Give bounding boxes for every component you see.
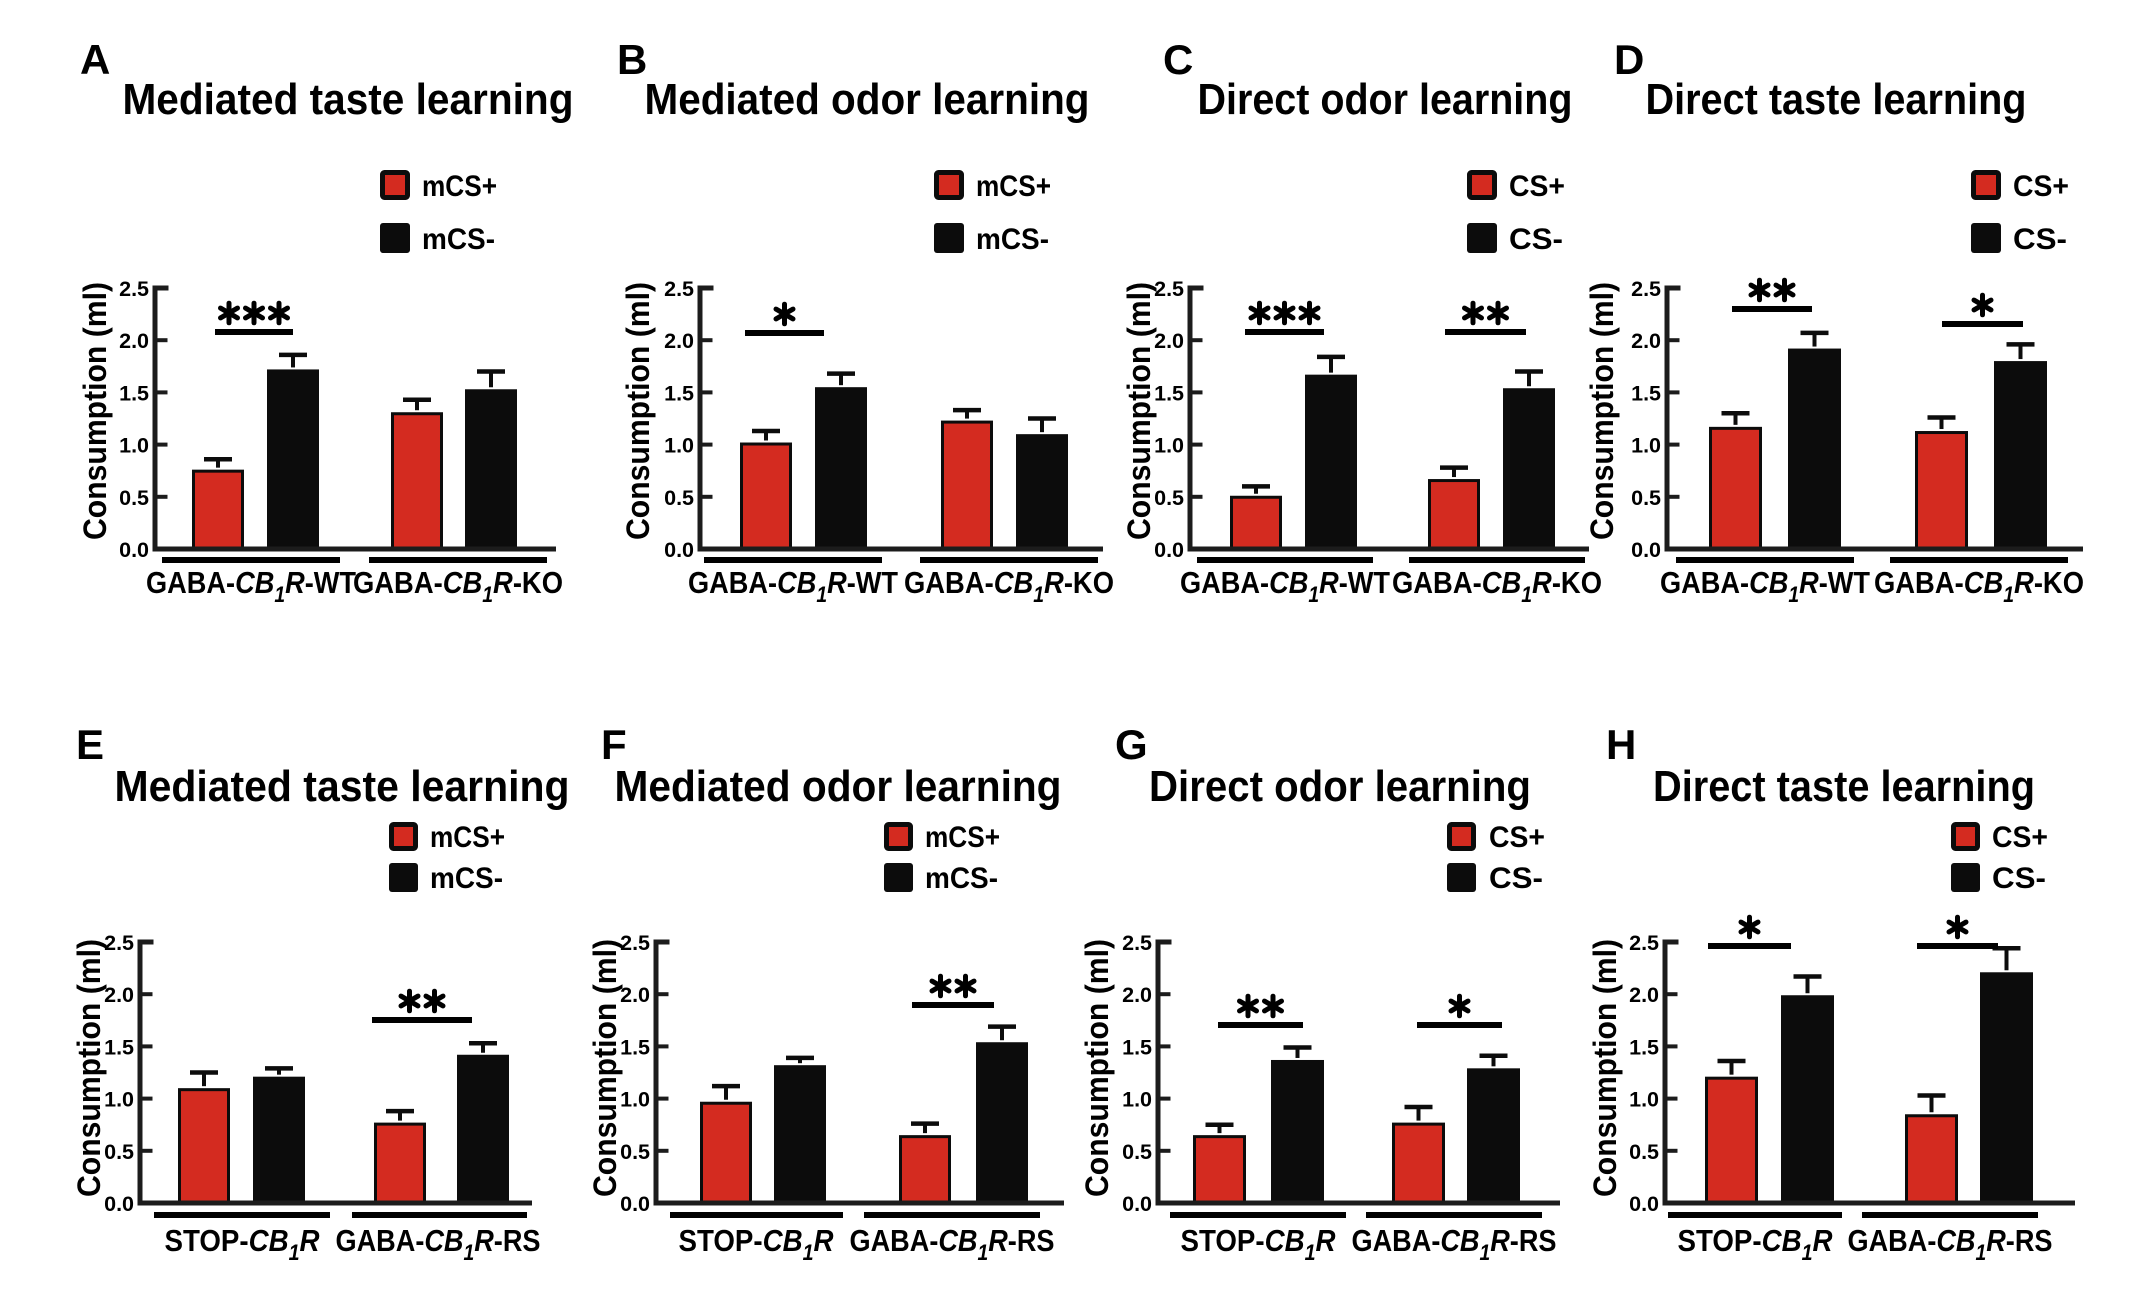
svg-text:mCS-: mCS-: [976, 223, 1049, 256]
svg-text:2.0: 2.0: [1631, 329, 1661, 353]
svg-text:B: B: [617, 36, 647, 83]
svg-text:D: D: [1614, 36, 1644, 83]
svg-text:Mediated taste learning: Mediated taste learning: [123, 75, 574, 124]
svg-text:mCS+: mCS+: [422, 170, 497, 203]
svg-text:F: F: [601, 721, 627, 768]
svg-text:Direct odor learning: Direct odor learning: [1198, 75, 1573, 124]
svg-text:2.5: 2.5: [620, 931, 650, 955]
svg-text:C: C: [1163, 36, 1193, 83]
svg-text:mCS+: mCS+: [925, 821, 1000, 854]
svg-text:2.5: 2.5: [1122, 931, 1152, 955]
svg-text:1.5: 1.5: [119, 381, 149, 405]
svg-text:0.5: 0.5: [119, 486, 149, 510]
svg-text:mCS-: mCS-: [422, 223, 495, 256]
svg-text:mCS-: mCS-: [430, 862, 503, 895]
svg-text:CS+: CS+: [2013, 170, 2069, 203]
svg-text:Consumption (ml): Consumption (ml): [1079, 939, 1115, 1197]
svg-text:0.0: 0.0: [620, 1192, 650, 1216]
svg-text:Mediated odor learning: Mediated odor learning: [615, 762, 1062, 811]
svg-text:0.5: 0.5: [1122, 1140, 1152, 1164]
svg-text:0.0: 0.0: [119, 538, 149, 562]
svg-text:0.5: 0.5: [1154, 486, 1184, 510]
svg-text:2.0: 2.0: [1122, 983, 1152, 1007]
svg-text:2.0: 2.0: [104, 983, 134, 1007]
svg-text:1.0: 1.0: [664, 434, 694, 458]
svg-text:1.5: 1.5: [1631, 381, 1661, 405]
svg-text:2.5: 2.5: [1629, 931, 1659, 955]
svg-text:Mediated odor learning: Mediated odor learning: [645, 75, 1090, 124]
svg-text:0.0: 0.0: [1629, 1192, 1659, 1216]
svg-text:CS-: CS-: [1489, 862, 1543, 895]
svg-text:0.0: 0.0: [104, 1192, 134, 1216]
svg-text:1.5: 1.5: [620, 1035, 650, 1059]
svg-text:Direct odor learning: Direct odor learning: [1149, 762, 1531, 811]
svg-text:1.0: 1.0: [1122, 1088, 1152, 1112]
svg-text:G: G: [1115, 721, 1148, 768]
svg-text:0.0: 0.0: [1122, 1192, 1152, 1216]
svg-text:mCS+: mCS+: [976, 170, 1051, 203]
svg-text:1.0: 1.0: [104, 1088, 134, 1112]
svg-text:2.0: 2.0: [664, 329, 694, 353]
svg-text:mCS+: mCS+: [430, 821, 505, 854]
svg-text:Direct taste learning: Direct taste learning: [1653, 762, 2035, 811]
svg-text:Consumption (ml): Consumption (ml): [587, 939, 623, 1197]
svg-text:CS+: CS+: [1509, 170, 1565, 203]
svg-text:2.5: 2.5: [119, 277, 149, 301]
svg-text:1.0: 1.0: [620, 1088, 650, 1112]
svg-text:2.0: 2.0: [119, 329, 149, 353]
svg-text:1.5: 1.5: [1629, 1035, 1659, 1059]
svg-text:CS+: CS+: [1489, 821, 1545, 854]
svg-text:0.0: 0.0: [664, 538, 694, 562]
svg-text:0.0: 0.0: [1631, 538, 1661, 562]
svg-text:2.0: 2.0: [620, 983, 650, 1007]
svg-text:Consumption (ml): Consumption (ml): [77, 282, 113, 540]
svg-text:0.5: 0.5: [664, 486, 694, 510]
svg-text:CS+: CS+: [1992, 821, 2048, 854]
svg-text:2.5: 2.5: [1631, 277, 1661, 301]
svg-text:2.0: 2.0: [1629, 983, 1659, 1007]
svg-text:Mediated taste learning: Mediated taste learning: [115, 762, 570, 811]
svg-text:1.0: 1.0: [1154, 434, 1184, 458]
svg-text:A: A: [80, 36, 110, 83]
svg-text:1.0: 1.0: [119, 434, 149, 458]
svg-text:H: H: [1606, 721, 1636, 768]
svg-text:1.5: 1.5: [1154, 381, 1184, 405]
svg-text:1.0: 1.0: [1629, 1088, 1659, 1112]
svg-text:E: E: [76, 721, 104, 768]
svg-text:0.5: 0.5: [104, 1140, 134, 1164]
svg-text:Consumption (ml): Consumption (ml): [620, 282, 656, 540]
svg-text:2.5: 2.5: [664, 277, 694, 301]
svg-text:1.0: 1.0: [1631, 434, 1661, 458]
svg-text:0.5: 0.5: [620, 1140, 650, 1164]
svg-text:0.0: 0.0: [1154, 538, 1184, 562]
svg-text:Consumption (ml): Consumption (ml): [1121, 282, 1157, 540]
svg-text:Consumption (ml): Consumption (ml): [1587, 939, 1623, 1197]
svg-text:0.5: 0.5: [1631, 486, 1661, 510]
svg-text:CS-: CS-: [1509, 223, 1563, 256]
svg-text:Consumption (ml): Consumption (ml): [1584, 282, 1620, 540]
svg-text:0.5: 0.5: [1629, 1140, 1659, 1164]
svg-text:CS-: CS-: [1992, 862, 2046, 895]
svg-text:Consumption (ml): Consumption (ml): [71, 939, 107, 1197]
svg-text:1.5: 1.5: [104, 1035, 134, 1059]
svg-text:CS-: CS-: [2013, 223, 2067, 256]
svg-text:2.5: 2.5: [104, 931, 134, 955]
svg-text:mCS-: mCS-: [925, 862, 998, 895]
svg-text:Direct taste learning: Direct taste learning: [1646, 75, 2027, 124]
svg-text:2.0: 2.0: [1154, 329, 1184, 353]
svg-text:1.5: 1.5: [664, 381, 694, 405]
svg-text:1.5: 1.5: [1122, 1035, 1152, 1059]
svg-text:2.5: 2.5: [1154, 277, 1184, 301]
